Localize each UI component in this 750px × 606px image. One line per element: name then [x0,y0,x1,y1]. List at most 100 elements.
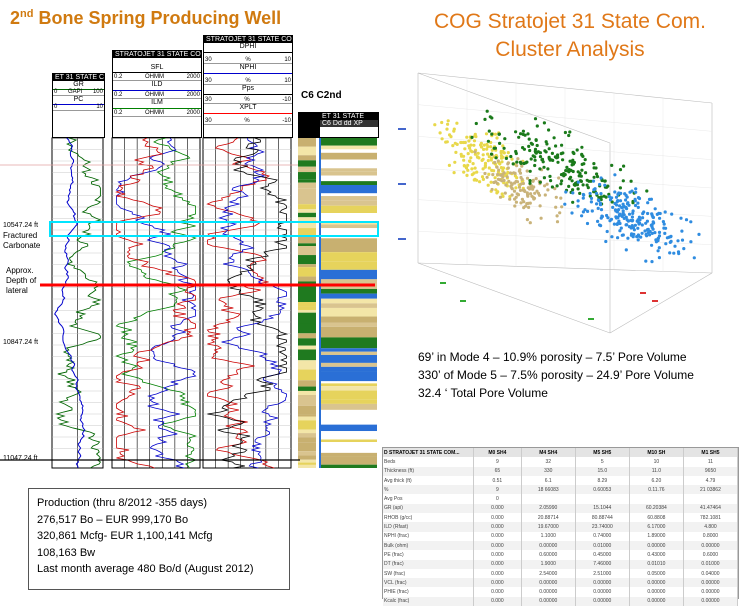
scatter-point-green [581,183,585,187]
table-row: % 9 18 66083 0.60053 0.11.76 21 03862 [383,485,739,495]
scatter-point-blue [614,195,619,199]
scatter-point-yellow [495,136,499,140]
scatter-point-green [589,179,593,183]
table-cell: GR (api) [383,503,474,514]
scatter-point-blue [680,238,685,242]
scatter-point-green [568,177,572,181]
scatter-point-yellow [473,152,477,156]
table-cell: M10 SH [629,448,684,458]
table-cell: 0.01010 [629,559,684,569]
facies-track-c6 [298,182,316,189]
facies-track-c6 [298,455,316,460]
scatter-point-blue [588,191,592,196]
scatter-point-green [522,147,526,151]
facies-track-c2nd [319,298,377,304]
axis-tick [640,292,646,294]
production-line: 320,861 Mcfg- EUR 1,100,141 Mcfg [37,530,213,542]
scatter-point-green [559,152,563,156]
table-cell: 1.9000 [521,559,576,569]
scatter-point-green [602,194,606,198]
scatter-point-tan [491,173,495,177]
scatter-point-tan [512,171,516,175]
facies-track-c2nd [319,228,377,239]
summary-line: 330’ of Mode 5 – 7.5% porosity – 24.9’ P… [418,368,694,382]
scatter-point-green [538,155,543,159]
facies-track-c2nd [319,138,377,146]
table-cell: 4.800 [683,522,739,532]
axis-line [417,72,611,144]
scatter-point-tan [514,200,518,204]
facies-track-c2nd [319,238,377,242]
scatter-point-blue [654,238,658,242]
table-cell: Avg Pos [383,494,474,504]
table-cell: D STRATOJET 31 STATE COM... [383,448,474,458]
scatter-point-blue [663,210,667,214]
scatter-point-green [511,162,515,166]
cluster-scatter-plot [398,72,713,334]
scatter-point-blue [608,219,612,223]
scatter-point-yellow [472,178,476,182]
scatter-point-tan [543,184,547,188]
scatter-point-green [585,183,589,187]
table-row: PE (frac) 0.000 0.60000 0.45000 0.43000 0.600… [383,550,739,560]
scatter-point-green [561,158,565,162]
scatter-point-blue [627,203,631,207]
scatter-point-yellow [462,170,466,174]
scatter-point-green [489,152,494,156]
scatter-point-yellow [487,155,491,159]
scatter-point-green [487,129,491,133]
table-cell: Avg thick (ft) [383,475,474,486]
table-cell: 0.00000 [629,587,684,597]
scatter-point-green [528,181,532,185]
scatter-point-green [534,138,538,142]
table-cell: Thickness (ft) [383,466,474,476]
log-track-3 [202,137,292,469]
scatter-point-green [580,152,584,156]
scatter-point-yellow [479,143,483,147]
table-cell: 1.1000 [521,531,576,541]
facies-track-c6 [298,414,316,417]
scatter-point-green [575,148,579,152]
scatter-point-green [474,121,478,126]
production-line: Last month average 480 Bo/d (August 2012… [37,563,254,575]
scatter-point-blue [673,244,677,248]
scatter-point-green [492,146,496,150]
scatter-point-blue [637,221,641,225]
facies-track-c2nd [319,381,377,384]
facies-track-c2nd [319,383,377,387]
scatter-point-tan [528,221,532,225]
scatter-point-green [571,200,575,204]
table-cell: 0.51 [473,475,522,486]
scatter-point-tan [496,159,500,163]
scatter-point-yellow [486,145,490,149]
scatter-point-blue [585,221,590,226]
scatter-point-tan [518,168,522,172]
facies-track-c2nd [319,261,377,270]
scatter-point-yellow [501,166,506,170]
track1-title: ET 31 STATE C [53,74,104,81]
scatter-point-green [584,171,588,175]
facies-track-c6 [298,264,316,268]
scatter-point-tan [485,175,489,179]
scatter-point-green [485,109,489,113]
table-cell: 0.00000 [629,578,684,588]
scatter-point-blue [597,223,602,227]
scatter-point-green [592,162,596,166]
scatter-point-blue [636,226,640,230]
table-cell: 0.74000 [575,531,630,541]
table-cell: M5 SH5 [575,448,630,458]
scatter-point-green [542,121,546,125]
annotation-depth-of: Depth of [6,276,37,285]
scatter-point-tan [514,195,518,199]
table-cell: SW (frac) [383,568,474,579]
facies-track-c2nd [319,269,377,280]
scatter-point-tan [473,150,477,154]
scatter-point-green [618,168,623,172]
scatter-point-tan [518,171,523,175]
scatter-point-tan [543,193,547,197]
scatter-point-yellow [466,168,470,172]
table-header-row: D STRATOJET 31 STATE COM... M0 SH4 M4 SH4 M… [383,448,739,458]
track1-header: ET 31 STATE C GR 0 GAPI 100 PC 0 10 [52,73,105,138]
scatter-point-blue [682,247,686,251]
gr-curve [55,137,102,469]
